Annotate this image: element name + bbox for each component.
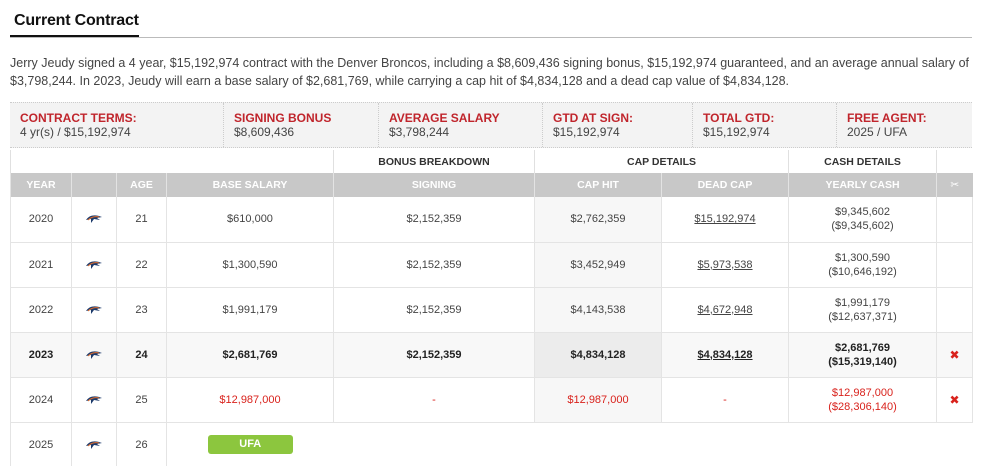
row-year: 2020 <box>10 197 72 243</box>
table-row: 2020 21 $610,000 $2,152,359 $2,762,359 $… <box>10 197 974 243</box>
table-row: 2021 22 $1,300,590 $2,152,359 $3,452,949… <box>10 242 974 288</box>
row-year: 2022 <box>10 287 72 333</box>
table-row: 2024 25 $12,987,000 - $12,987,000 - $12,… <box>10 377 974 423</box>
group-cap-details: CAP DETAILS <box>533 150 789 173</box>
row-cap-hit: $3,452,949 <box>534 242 662 288</box>
row-cap-hit: $12,987,000 <box>534 377 662 423</box>
term-signing-bonus: SIGNING BONUS $8,609,436 <box>224 103 379 147</box>
column-header-row: YEAR AGE BASE SALARY SIGNING CAP HIT DEA… <box>10 173 973 197</box>
col-signing[interactable]: SIGNING <box>333 173 535 197</box>
col-year[interactable]: YEAR <box>10 173 72 197</box>
row-base-salary: $610,000 <box>166 197 334 243</box>
row-base-salary: $1,991,179 <box>166 287 334 333</box>
term-average-salary: AVERAGE SALARY $3,798,244 <box>379 103 543 147</box>
row-base-salary: $1,300,590 <box>166 242 334 288</box>
broncos-logo-icon <box>86 215 102 224</box>
section-header: Current Contract <box>10 12 972 38</box>
row-yearly-cash: $2,681,769 ($15,319,140) <box>788 332 937 378</box>
col-base-salary[interactable]: BASE SALARY <box>166 173 334 197</box>
row-age: 25 <box>116 377 167 423</box>
broncos-logo-icon <box>86 260 102 269</box>
broncos-logo-icon <box>86 305 102 314</box>
row-signing: $2,152,359 <box>333 242 535 288</box>
col-team <box>71 173 117 197</box>
group-cash-details: CASH DETAILS <box>788 150 937 173</box>
table-row-free-agent: 2025 26 UFA <box>10 422 973 466</box>
contract-table: BONUS BREAKDOWN CAP DETAILS CASH DETAILS… <box>10 150 974 466</box>
contract-terms-bar: CONTRACT TERMS: 4 yr(s) / $15,192,974 SI… <box>10 102 972 148</box>
x-mark-icon[interactable]: ✖ <box>949 347 960 362</box>
row-dead-cap: - <box>660 377 789 423</box>
row-age: 23 <box>116 287 167 333</box>
row-yearly-cash: $1,300,590 ($10,646,192) <box>788 242 937 288</box>
row-age: 21 <box>116 197 167 243</box>
row-yearly-cash: $12,987,000 ($28,306,140) <box>788 377 937 423</box>
term-free-agent: FREE AGENT: 2025 / UFA <box>847 111 927 139</box>
row-dead-cap[interactable]: $15,192,974 <box>660 197 789 243</box>
row-age: 26 <box>116 422 167 466</box>
row-year: 2025 <box>10 422 72 466</box>
term-gtd-at-sign: GTD AT SIGN: $15,192,974 <box>543 103 693 147</box>
broncos-logo-icon <box>86 395 102 404</box>
row-dead-cap[interactable]: $4,672,948 <box>660 287 789 333</box>
row-yearly-cash: $9,345,602 ($9,345,602) <box>788 197 937 243</box>
row-yearly-cash: $1,991,179 ($12,637,371) <box>788 287 937 333</box>
row-dead-cap[interactable]: $5,973,538 <box>660 242 789 288</box>
row-base-salary: $2,681,769 <box>166 332 334 378</box>
row-age: 22 <box>116 242 167 288</box>
row-signing: $2,152,359 <box>333 197 535 243</box>
table-row-current: 2023 24 $2,681,769 $2,152,359 $4,834,128… <box>10 332 974 378</box>
term-contract-terms: CONTRACT TERMS: 4 yr(s) / $15,192,974 <box>10 103 224 147</box>
row-base-salary: $12,987,000 <box>166 377 334 423</box>
term-total-gtd: TOTAL GTD: $15,192,974 <box>693 103 837 147</box>
row-dead-cap[interactable]: $4,834,128 <box>660 332 789 378</box>
row-signing: $2,152,359 <box>333 332 535 378</box>
broncos-logo-icon <box>86 350 102 359</box>
group-header-row: BONUS BREAKDOWN CAP DETAILS CASH DETAILS <box>10 150 973 173</box>
col-age[interactable]: AGE <box>116 173 167 197</box>
row-cap-hit: $4,834,128 <box>534 332 662 378</box>
x-mark-icon[interactable]: ✖ <box>949 392 960 407</box>
col-yearly-cash[interactable]: YEARLY CASH <box>788 173 937 197</box>
row-year: 2024 <box>10 377 72 423</box>
row-cap-hit: $4,143,538 <box>534 287 662 333</box>
contract-summary: Jerry Jeudy signed a 4 year, $15,192,974… <box>10 56 969 88</box>
row-age: 24 <box>116 332 167 378</box>
row-signing: - <box>333 377 535 423</box>
section-title: Current Contract <box>10 12 139 37</box>
broncos-logo-icon <box>86 441 102 449</box>
ufa-badge: UFA <box>207 435 293 455</box>
row-year: 2023 <box>10 332 72 378</box>
row-year: 2021 <box>10 242 72 288</box>
row-cap-hit: $2,762,359 <box>534 197 662 243</box>
row-signing: $2,152,359 <box>333 287 535 333</box>
col-cap-hit[interactable]: CAP HIT <box>534 173 662 197</box>
col-dead-cap[interactable]: DEAD CAP <box>660 173 789 197</box>
scissors-icon[interactable]: ✂ <box>936 173 973 197</box>
group-bonus-breakdown: BONUS BREAKDOWN <box>333 150 535 173</box>
table-row: 2022 23 $1,991,179 $2,152,359 $4,143,538… <box>10 287 974 333</box>
